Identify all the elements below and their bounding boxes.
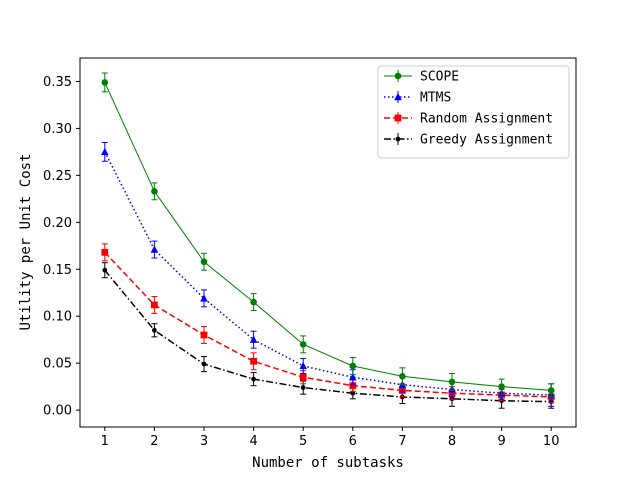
y-tick-label: 0.25 xyxy=(43,169,72,184)
data-point xyxy=(200,331,208,339)
legend-label: Random Assignment xyxy=(420,112,553,127)
series-line xyxy=(104,251,552,398)
y-tick-label: 0.15 xyxy=(43,263,72,278)
series-scope xyxy=(101,72,555,398)
legend-box xyxy=(377,65,570,159)
x-tick-label: 6 xyxy=(349,434,357,449)
x-tick-label: 9 xyxy=(497,434,505,449)
data-point xyxy=(399,372,406,380)
y-tick-label: 0.30 xyxy=(43,122,72,137)
data-point xyxy=(102,267,108,273)
data-point xyxy=(498,383,505,390)
data-point xyxy=(101,248,109,256)
x-tick-label: 2 xyxy=(150,434,158,449)
data-point xyxy=(152,327,157,333)
x-tick-label: 4 xyxy=(249,434,257,449)
legend-label: SCOPE xyxy=(420,70,459,85)
x-tick-label: 10 xyxy=(543,434,560,449)
legend: SCOPE MTMS Random Assignment Greedy Assignm… xyxy=(377,65,570,159)
series-line xyxy=(104,151,552,396)
legend-marker xyxy=(394,114,402,122)
data-point xyxy=(151,301,158,309)
data-point xyxy=(151,188,158,195)
y-tick-label: 0.05 xyxy=(43,357,72,372)
y-axis-ticks: 0.00 0.05 0.10 0.15 0.20 0.25 0.30 0.35 xyxy=(43,75,80,419)
chart-marks xyxy=(101,72,555,409)
x-axis-ticks: 1 2 3 4 5 6 7 8 9 10 xyxy=(101,427,560,449)
data-point xyxy=(200,294,208,302)
data-point xyxy=(150,245,159,253)
x-tick-label: 8 xyxy=(448,434,456,449)
data-point xyxy=(349,373,357,381)
x-axis-label: Number of subtasks xyxy=(252,455,404,471)
legend-marker xyxy=(394,92,402,101)
x-tick-label: 3 xyxy=(200,434,208,449)
data-point xyxy=(101,79,109,86)
y-tick-label: 0.10 xyxy=(43,310,72,325)
data-point xyxy=(299,361,307,370)
legend-label: Greedy Assignment xyxy=(420,133,553,148)
series-random-assignment xyxy=(101,243,555,404)
data-point xyxy=(200,258,208,266)
legend-marker xyxy=(394,72,402,80)
data-point xyxy=(349,362,357,370)
data-point xyxy=(250,298,257,306)
data-point xyxy=(101,147,109,156)
y-tick-label: 0.00 xyxy=(43,404,72,419)
legend-marker xyxy=(395,136,401,142)
data-point xyxy=(201,361,207,367)
data-point xyxy=(249,335,258,343)
data-point xyxy=(299,373,307,381)
data-point xyxy=(350,390,356,396)
data-point xyxy=(299,341,307,348)
y-tick-label: 0.20 xyxy=(43,216,72,231)
y-tick-label: 0.35 xyxy=(43,75,72,90)
x-tick-label: 5 xyxy=(299,434,307,449)
legend-label: MTMS xyxy=(420,91,451,106)
series-mtms xyxy=(101,142,555,407)
x-tick-label: 1 xyxy=(101,434,109,449)
data-point xyxy=(448,378,456,386)
series-line xyxy=(104,82,552,391)
y-axis-label: Utility per Unit Cost xyxy=(18,153,34,330)
plot-frame xyxy=(79,57,577,428)
series-greedy-assignment xyxy=(101,262,555,409)
data-point xyxy=(547,387,555,394)
data-point xyxy=(300,385,306,390)
data-point xyxy=(250,357,257,365)
data-point xyxy=(349,382,357,390)
x-tick-label: 7 xyxy=(398,434,406,449)
data-point xyxy=(251,376,256,382)
